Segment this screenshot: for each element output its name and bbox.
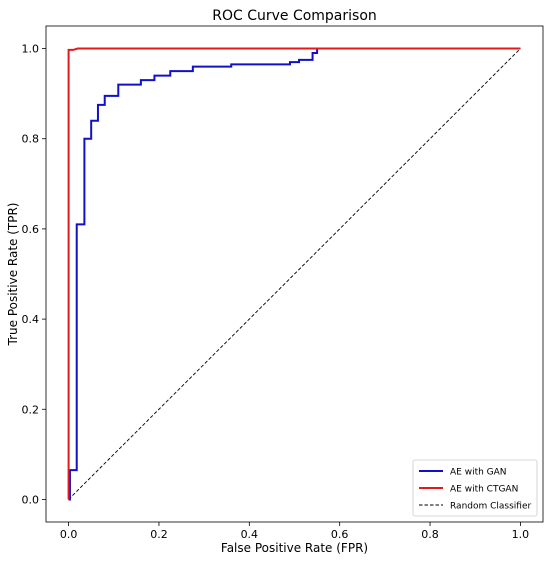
y-tick-label: 1.0 [22, 43, 40, 56]
series-line-ae-with-gan [68, 47, 521, 501]
legend-entry-label: Random Classifier [450, 502, 532, 512]
x-tick-label: 0.2 [150, 528, 168, 541]
legend: AE with GAN AE with CTGAN Random Classifie… [412, 459, 538, 517]
legend-entry-label: AE with CTGAN [450, 485, 518, 495]
y-tick-label: 0.2 [22, 403, 40, 416]
y-tick-label: 0.4 [22, 313, 40, 326]
series-layer [67, 47, 521, 501]
y-tick-label: 0.8 [22, 133, 40, 146]
legend-box [412, 459, 538, 517]
tick-layer: 0.0 0.2 0.4 0.6 0.8 1.0 0.0 0.2 0.4 0.6 0.8 1.0 [22, 43, 530, 541]
series-line-random-classifier [68, 48, 521, 500]
legend-entry-label: AE with GAN [450, 468, 507, 478]
x-tick-label: 0.0 [60, 528, 78, 541]
x-tick-label: 0.6 [331, 528, 349, 541]
x-tick-label: 0.4 [241, 528, 259, 541]
chart-title: ROC Curve Comparison [212, 8, 377, 24]
y-axis-label: True Positive Rate (TPR) [6, 203, 20, 347]
y-tick-label: 0.6 [22, 223, 40, 236]
x-tick-label: 1.0 [512, 528, 530, 541]
y-tick-label: 0.0 [22, 493, 40, 506]
x-axis-label: False Positive Rate (FPR) [221, 541, 368, 555]
x-tick-label: 0.8 [421, 528, 439, 541]
series-line-ae-with-ctgan [67, 47, 521, 500]
